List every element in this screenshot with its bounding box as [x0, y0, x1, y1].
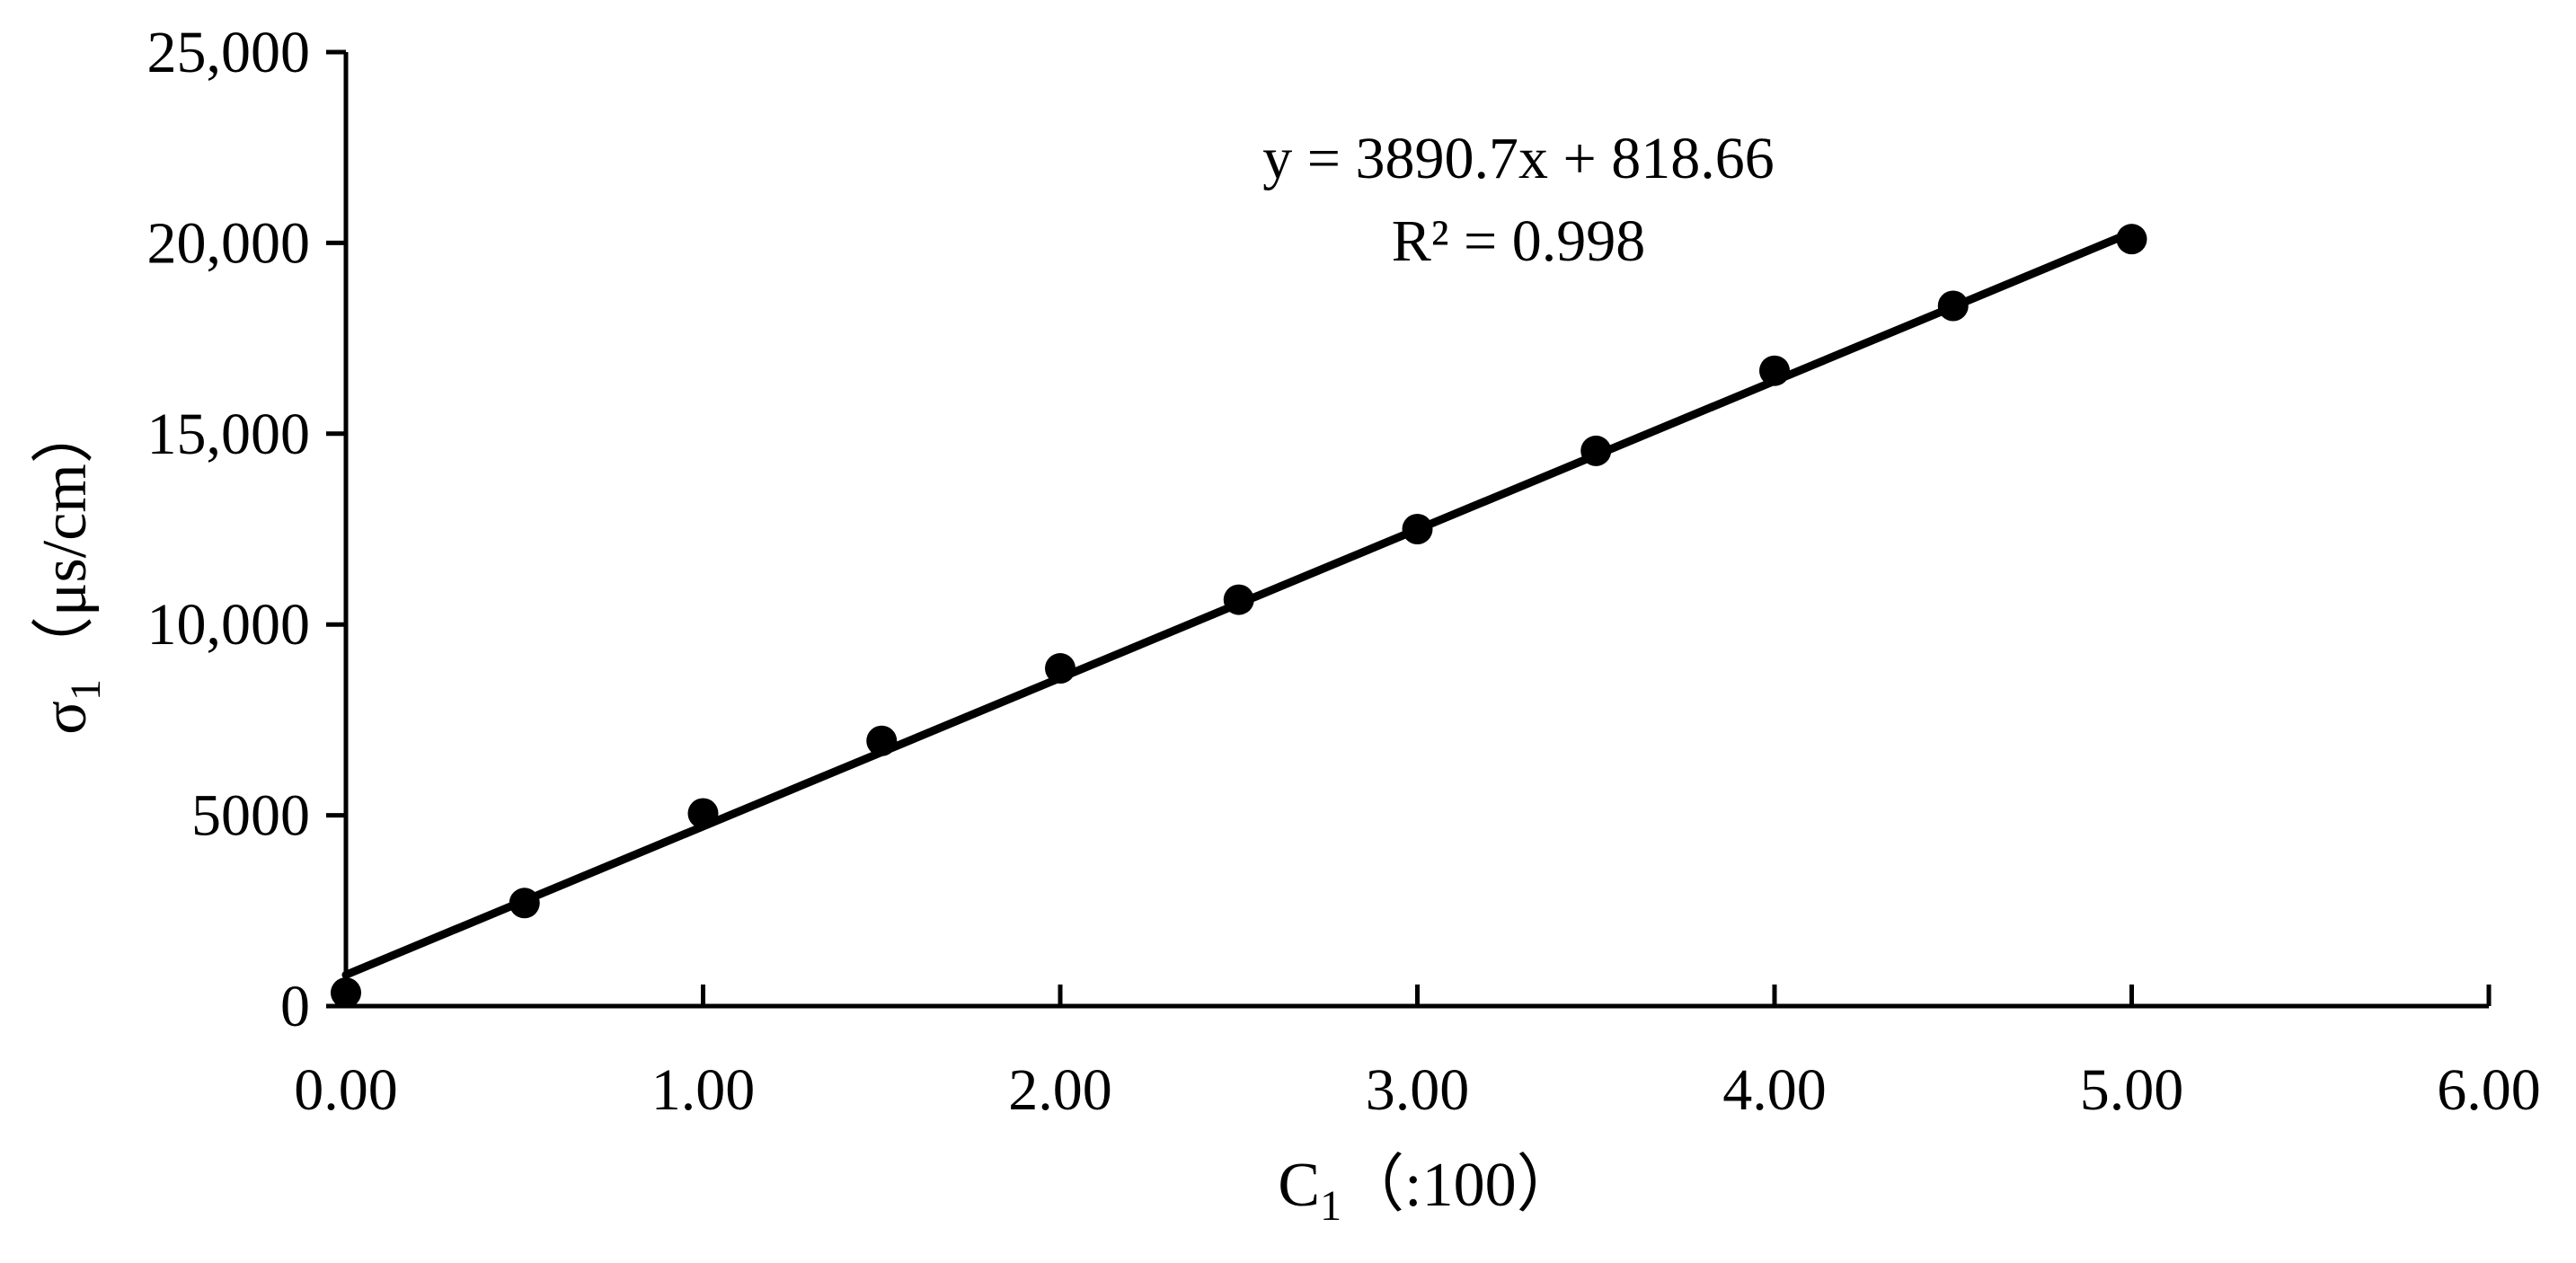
y-axis-title: σ1（μs/cm） — [31, 401, 110, 734]
y-tick-label: 10,000 — [147, 592, 311, 658]
data-point — [1223, 584, 1254, 615]
y-tick-label: 25,000 — [147, 20, 311, 85]
y-tick-label: 15,000 — [147, 402, 311, 467]
svg-text:σ1（μs/cm）: σ1（μs/cm） — [31, 401, 110, 734]
annotation: y = 3890.7x + 818.66 R² = 0.998 — [1262, 126, 1774, 274]
trendline-equation: y = 3890.7x + 818.66 — [1262, 126, 1774, 191]
x-tick-label: 3.00 — [1366, 1057, 1470, 1123]
x-axis-title-main: C — [1278, 1151, 1320, 1220]
x-tick-label: 2.00 — [1008, 1057, 1112, 1123]
y-axis-title-main: σ — [31, 701, 100, 735]
svg-text:C1（:100）: C1（:100） — [1278, 1151, 1579, 1230]
data-point — [1402, 514, 1433, 544]
y-tick-label: 0 — [280, 974, 310, 1039]
x-axis-title: C1（:100） — [1278, 1151, 1579, 1230]
data-point — [1580, 435, 1612, 466]
data-point — [1759, 355, 1790, 386]
tick-labels: 0 5000 10,000 15,000 20,000 25,000 0.00 1.00 2.0… — [147, 20, 2541, 1123]
x-tick-label: 5.00 — [2080, 1057, 2184, 1123]
y-tick-label: 5000 — [191, 783, 310, 849]
data-point — [1045, 653, 1076, 684]
y-tick-label: 20,000 — [147, 210, 311, 276]
x-tick-label: 0.00 — [294, 1057, 398, 1123]
data-point — [687, 798, 719, 829]
data-point — [509, 888, 540, 919]
axes — [326, 49, 2492, 1009]
r-squared-label: R² = 0.998 — [1392, 208, 1646, 274]
data-point — [2116, 224, 2147, 255]
data-point — [1937, 290, 1969, 322]
x-axis-title-sub: 1 — [1320, 1182, 1341, 1230]
y-axis-title-sub: 1 — [62, 679, 110, 701]
x-tick-label: 6.00 — [2437, 1057, 2541, 1123]
y-axis-title-unit: （μs/cm） — [31, 401, 100, 679]
x-tick-label: 1.00 — [651, 1057, 756, 1123]
data-points — [331, 224, 2147, 1009]
data-point — [331, 977, 361, 1009]
x-tick-label: 4.00 — [1722, 1057, 1827, 1123]
data-point — [866, 725, 898, 756]
x-axis-title-unit: （:100） — [1341, 1151, 1579, 1220]
